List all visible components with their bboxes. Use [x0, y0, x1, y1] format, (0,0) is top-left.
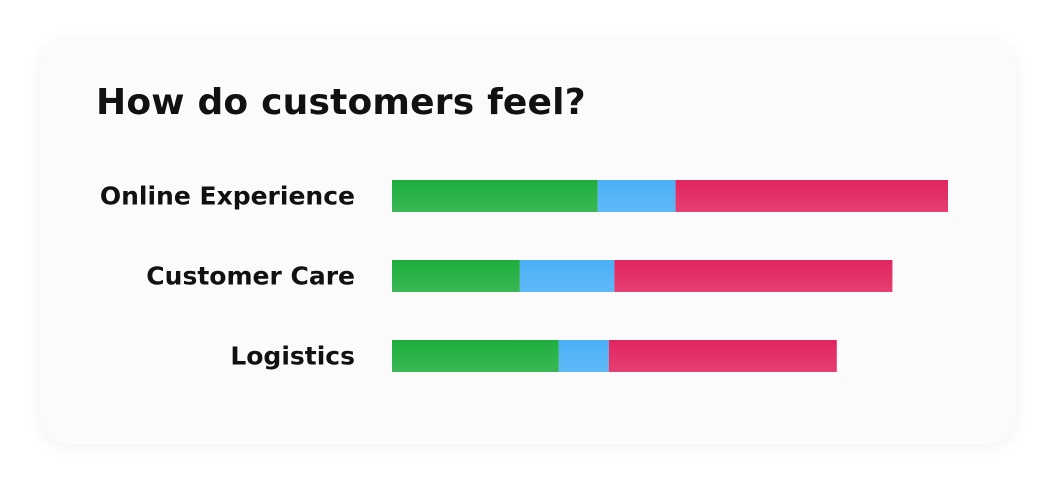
- bar-segment: [675, 180, 948, 212]
- bar-segment: [392, 260, 520, 292]
- bar-segment: [614, 260, 893, 292]
- chart-title: How do customers feel?: [96, 82, 586, 123]
- stacked-bar-chart: Online Experience Customer Care Logistics: [100, 180, 948, 372]
- bar-segment: [519, 260, 615, 292]
- category-label: Customer Care: [146, 262, 355, 291]
- category-label: Logistics: [230, 342, 355, 371]
- bar-segment: [597, 180, 676, 212]
- bar-segment: [558, 340, 609, 372]
- chart-card: How do customers feel? Online Experience…: [40, 40, 1016, 444]
- bar-segment: [392, 180, 598, 212]
- bar-segment: [392, 340, 559, 372]
- category-label: Online Experience: [100, 182, 355, 211]
- bar-segment: [608, 340, 837, 372]
